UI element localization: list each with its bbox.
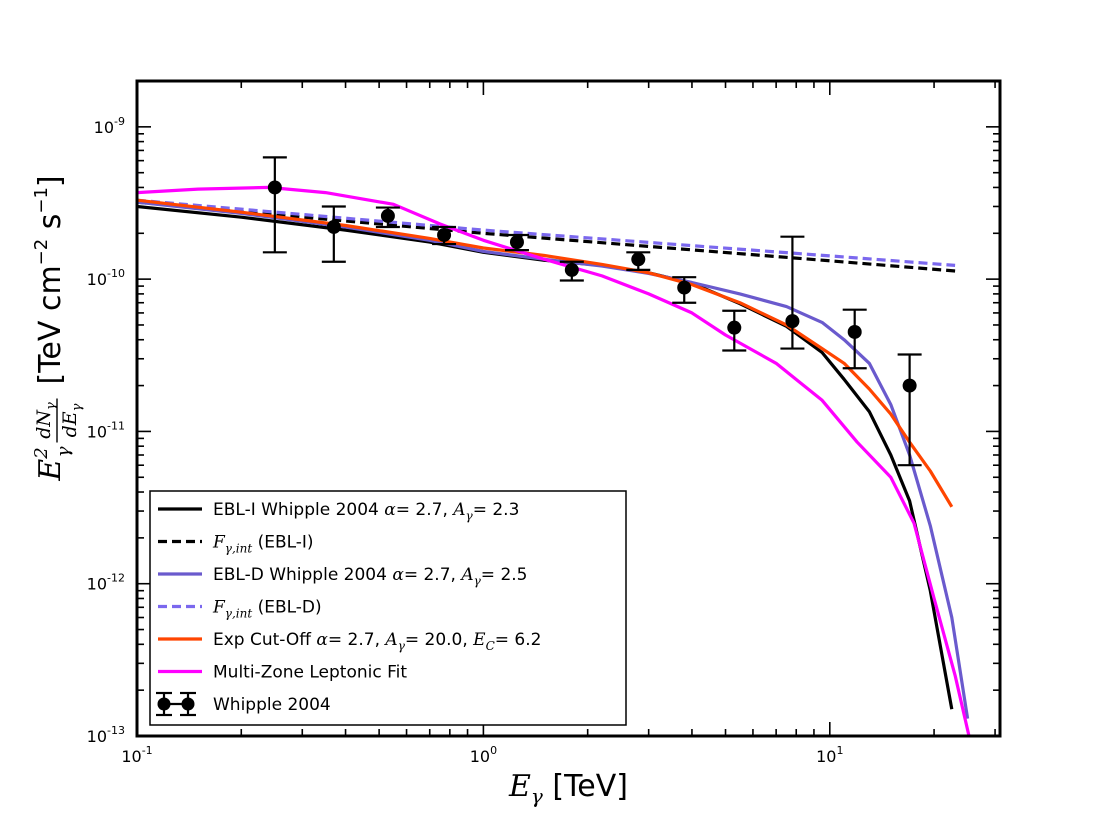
y-tick-label: 10-10 xyxy=(87,267,125,289)
data-point xyxy=(897,353,922,467)
data-point xyxy=(504,233,529,252)
point-marker xyxy=(267,180,282,195)
legend-label: Fγ,int (EBL-D) xyxy=(212,598,322,621)
axes: 10-1 100 101 10-13 10-12 10-11 10-10 10-9 Eγ [Te… xyxy=(31,79,1002,808)
legend-entry: Multi-Zone Leptonic Fit xyxy=(158,663,407,683)
y-label-frac-num: dNγ xyxy=(33,402,59,439)
y-tick-label: 10-11 xyxy=(87,419,125,441)
legend-entry: EBL-D Whipple 2004 α= 2.7, Aγ= 2.5 xyxy=(158,565,527,588)
series-line-5 xyxy=(137,198,954,508)
legend-entry: Fγ,int (EBL-I) xyxy=(158,533,314,556)
y-tick-label: 10-13 xyxy=(87,724,125,746)
legend-marker xyxy=(181,697,195,711)
legend: EBL-I Whipple 2004 α= 2.7, Aγ= 2.3 Fγ,int… xyxy=(149,490,627,726)
legend-label: EBL-I Whipple 2004 α= 2.7, Aγ= 2.3 xyxy=(213,500,519,523)
point-marker xyxy=(902,378,917,393)
data-point xyxy=(321,205,346,263)
point-marker xyxy=(564,262,579,277)
data-point xyxy=(780,235,805,350)
legend-label: Fγ,int (EBL-I) xyxy=(212,533,314,556)
y-label-frac-den: dEγ xyxy=(59,403,85,437)
x-tick-label: 101 xyxy=(816,744,843,766)
y-label-math: E2γ xyxy=(31,446,74,481)
y-tick-label: 10-9 xyxy=(94,115,125,137)
plot-lines xyxy=(137,185,971,736)
data-point xyxy=(375,206,400,229)
data-point xyxy=(842,308,867,370)
data-point xyxy=(722,309,747,352)
point-marker xyxy=(847,324,862,339)
series-line-4 xyxy=(137,198,956,267)
legend-box xyxy=(149,490,627,726)
point-marker xyxy=(677,280,692,295)
data-point xyxy=(559,260,584,282)
legend-label: Exp Cut-Off α= 2.7, Aγ= 20.0, EC= 6.2 xyxy=(213,630,541,653)
legend-entry: Exp Cut-Off α= 2.7, Aγ= 20.0, EC= 6.2 xyxy=(158,630,541,653)
y-tick-label: 10-12 xyxy=(87,572,125,594)
legend-entry: Fγ,int (EBL-D) xyxy=(158,598,322,621)
point-marker xyxy=(380,208,395,223)
data-point xyxy=(672,276,697,304)
x-axis-label: Eγ [TeV] xyxy=(508,769,628,808)
point-marker xyxy=(509,235,524,250)
legend-label: Whipple 2004 xyxy=(213,695,331,715)
data-point xyxy=(432,225,457,246)
data-point xyxy=(262,156,287,254)
series-line-2 xyxy=(137,200,956,273)
point-marker xyxy=(785,314,800,329)
data-points xyxy=(262,156,922,467)
legend-label: EBL-D Whipple 2004 α= 2.7, Aγ= 2.5 xyxy=(213,565,527,588)
series-line-6 xyxy=(137,185,971,736)
point-marker xyxy=(437,227,452,242)
x-tick-label: 10-1 xyxy=(121,744,152,766)
legend-entry: Whipple 2004 xyxy=(156,691,331,717)
legend-label: Multi-Zone Leptonic Fit xyxy=(213,663,407,683)
legend-entry: EBL-I Whipple 2004 α= 2.7, Aγ= 2.3 xyxy=(158,500,519,523)
data-point xyxy=(626,251,651,271)
x-tick-label: 100 xyxy=(470,744,497,766)
point-marker xyxy=(727,320,742,335)
plot-frame xyxy=(135,79,1002,738)
point-marker xyxy=(631,252,646,267)
point-marker xyxy=(326,219,341,234)
y-label-unit: [TeV cm−2 s−1] xyxy=(31,175,68,384)
legend-marker xyxy=(157,697,171,711)
